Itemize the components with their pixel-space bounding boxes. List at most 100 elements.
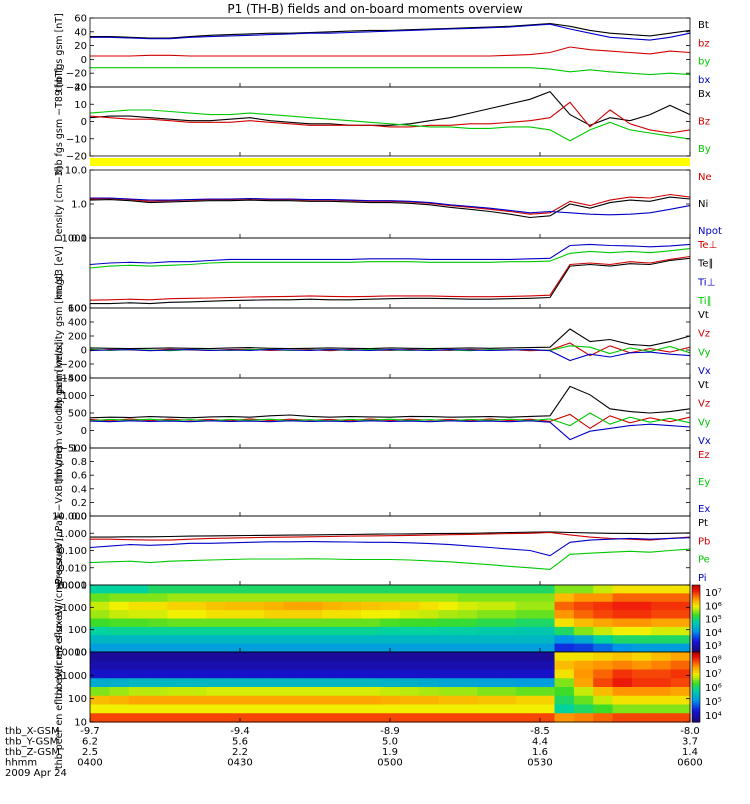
heatmap-cell: [186, 687, 207, 697]
heatmap-cell: [360, 660, 381, 671]
heatmap-cell: [573, 660, 594, 671]
heatmap-cell: [341, 643, 362, 653]
heatmap-cell: [515, 695, 536, 706]
y-tick-label: 1.0: [71, 444, 87, 455]
legend-label-Ey: Ey: [698, 477, 710, 488]
heatmap-cell: [631, 601, 652, 611]
heatmap-cell: [438, 618, 459, 628]
series-line-Vy: [89, 412, 691, 427]
heatmap-cell: [419, 635, 439, 645]
legend-label-Ez: Ez: [698, 450, 710, 461]
heatmap-cell: [612, 660, 633, 671]
y-tick-label: 10: [74, 100, 87, 111]
heatmap-cell: [651, 713, 672, 723]
colorbar-cell: [692, 605, 700, 608]
heatmap-cell: [302, 601, 323, 611]
colorbar-cell: [692, 645, 700, 649]
heatmap-cell: [380, 713, 401, 723]
heatmap-cell: [341, 713, 362, 723]
heatmap-cell: [670, 585, 691, 594]
heatmap-cell: [399, 626, 420, 636]
heatmap-cell: [399, 610, 420, 620]
heatmap-cell: [670, 704, 691, 714]
panel-frame: [89, 169, 691, 239]
heatmap-cell: [186, 704, 207, 714]
heatmap-cell: [496, 660, 517, 671]
ephemeris-value: 6.2: [82, 737, 98, 748]
heatmap-cell: [457, 713, 478, 723]
heatmap-cell: [477, 626, 498, 636]
heatmap-cell: [515, 704, 536, 714]
heatmap-cell: [457, 704, 478, 714]
colorbar-cell: [692, 625, 700, 629]
heatmap-cell: [225, 652, 246, 662]
heatmap-cell: [283, 678, 304, 688]
heatmap-cell: [670, 660, 691, 671]
heatmap-cell: [225, 635, 246, 645]
heatmap-cell: [283, 593, 304, 603]
heatmap-cell: [264, 643, 285, 653]
heatmap-cell: [573, 635, 594, 645]
heatmap-cell: [380, 678, 401, 688]
heatmap-cell: [380, 610, 401, 620]
legend-label-Vt: Vt: [698, 310, 709, 321]
y-tick-label: −20: [66, 69, 87, 80]
heatmap-cell: [612, 643, 633, 653]
heatmap-cell: [109, 643, 130, 653]
colorbar-cell: [692, 673, 700, 676]
heatmap-cell: [651, 695, 672, 706]
heatmap-cell: [302, 593, 323, 603]
heatmap-cell: [302, 626, 323, 636]
legend-label-Ti⊥: Ti⊥: [697, 277, 715, 288]
ephemeris-value: 1.4: [682, 747, 698, 758]
heatmap-cell: [612, 593, 633, 603]
heatmap-cell: [554, 652, 575, 662]
colorbar-tick-label: 10³: [705, 641, 722, 652]
heatmap-cell: [535, 652, 556, 662]
heatmap-cell: [380, 585, 401, 594]
heatmap-cell: [554, 660, 575, 671]
colorbar-cell: [692, 647, 700, 651]
heatmap-cell: [535, 610, 556, 620]
heatmap-cell: [264, 652, 285, 662]
colorbar-cell: [692, 652, 700, 655]
heatmap-cell: [186, 635, 207, 645]
heatmap-cell: [206, 635, 227, 645]
heatmap-cell: [90, 678, 110, 688]
heatmap-cell: [225, 593, 246, 603]
heatmap-cell: [457, 643, 478, 653]
heatmap-cell: [399, 678, 420, 688]
heatmap-cell: [322, 652, 343, 662]
heatmap-cell: [186, 713, 207, 723]
heatmap-cell: [360, 618, 381, 628]
series-line-Ti∥: [89, 248, 691, 269]
heatmap-cell: [322, 585, 343, 594]
heatmap-cell: [360, 704, 381, 714]
heatmap-cell: [438, 643, 459, 653]
heatmap-cell: [515, 618, 536, 628]
colorbar-cell: [692, 670, 700, 674]
heatmap-cell: [612, 601, 633, 611]
heatmap-cell: [128, 687, 149, 697]
heatmap-cell: [554, 585, 575, 594]
heatmap-cell: [244, 713, 265, 723]
heatmap-cell: [322, 713, 343, 723]
series-line-Pe: [89, 548, 691, 570]
heatmap-cell: [244, 593, 265, 603]
heatmap-cell: [515, 713, 536, 723]
panel-10: 10⁸ 10⁷ 10⁶ 10⁵ 10⁴ 10000 1000 100 10 thb peer en…: [54, 605, 722, 769]
heatmap-cell: [651, 601, 672, 611]
y-axis-label: thb peem velocity gsm [km/s]: [54, 342, 65, 485]
colorbar-cell: [692, 675, 700, 679]
heatmap-cell: [244, 704, 265, 714]
heatmap-cell: [419, 687, 439, 697]
heatmap-cell: [167, 704, 188, 714]
ephemeris-value: 5.6: [232, 737, 248, 748]
heatmap-cell: [593, 610, 614, 620]
colorbar-cell: [692, 708, 700, 711]
heatmap-cell: [167, 610, 188, 620]
heatmap-cell: [612, 678, 633, 688]
legend-label-Vt: Vt: [698, 380, 709, 391]
heatmap-cell: [631, 695, 652, 706]
ephemeris-row-label: thb_Z-GSM: [5, 747, 60, 758]
